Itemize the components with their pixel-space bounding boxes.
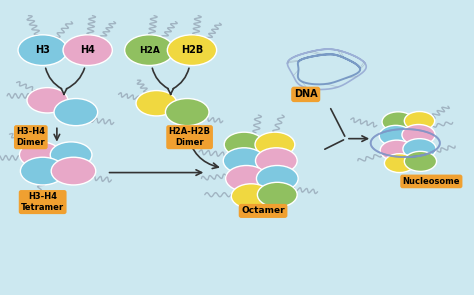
Circle shape	[384, 154, 415, 173]
Circle shape	[223, 148, 265, 174]
Circle shape	[402, 124, 435, 145]
Text: Octamer: Octamer	[241, 206, 285, 215]
Text: H3: H3	[35, 45, 50, 55]
Circle shape	[255, 148, 297, 174]
Circle shape	[51, 157, 96, 185]
Circle shape	[27, 88, 68, 113]
Circle shape	[404, 151, 437, 171]
Circle shape	[63, 35, 112, 65]
Circle shape	[382, 112, 414, 132]
Circle shape	[257, 182, 297, 207]
Circle shape	[403, 139, 436, 159]
Circle shape	[256, 165, 298, 191]
Text: H2A: H2A	[139, 46, 160, 55]
Circle shape	[224, 132, 264, 157]
Text: H4: H4	[80, 45, 95, 55]
Circle shape	[125, 35, 174, 65]
Text: H2B: H2B	[181, 45, 203, 55]
Circle shape	[136, 91, 177, 116]
Text: DNA: DNA	[294, 89, 318, 99]
Circle shape	[255, 132, 295, 157]
Text: H3-H4
Dimer: H3-H4 Dimer	[16, 127, 46, 147]
Circle shape	[18, 35, 67, 65]
Circle shape	[380, 140, 413, 161]
Circle shape	[167, 35, 217, 65]
Circle shape	[20, 157, 65, 185]
Circle shape	[226, 165, 267, 191]
Circle shape	[165, 99, 209, 126]
Circle shape	[50, 142, 92, 168]
Circle shape	[19, 142, 61, 168]
Circle shape	[404, 112, 435, 130]
Circle shape	[231, 184, 271, 209]
Text: H3-H4
Tetramer: H3-H4 Tetramer	[21, 192, 64, 212]
Text: H2A-H2B
Dimer: H2A-H2B Dimer	[169, 127, 210, 147]
Text: Nucleosome: Nucleosome	[402, 177, 460, 186]
Circle shape	[54, 99, 98, 126]
Circle shape	[379, 125, 412, 146]
